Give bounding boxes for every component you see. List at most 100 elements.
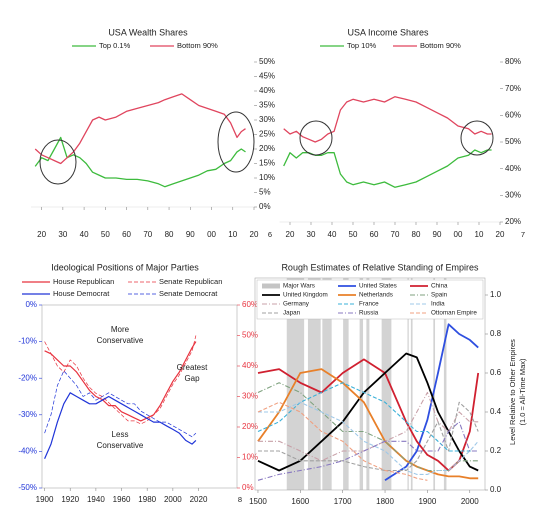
legend-swatch [262, 283, 280, 289]
x-tick-label: 20 [37, 230, 46, 239]
legend-label: China [431, 283, 448, 290]
series-line [384, 323, 479, 482]
x-tick-label: 1920 [61, 495, 79, 504]
war-band [286, 278, 305, 490]
page-number: 7 [521, 230, 525, 239]
legend-label: United Kingdom [283, 292, 328, 299]
y-tick-label: 35% [259, 101, 275, 110]
x-tick-label: 70 [391, 230, 400, 239]
war-band [407, 278, 409, 490]
series-line [44, 341, 197, 422]
legend-label: Bottom 90% [420, 41, 461, 50]
x-tick-label: 90 [433, 230, 442, 239]
legend-label: Russia [359, 310, 379, 317]
chart-title: Rough Estimates of Relative Standing of … [281, 262, 479, 272]
annotation: Gap [184, 374, 200, 383]
y-tick-label: 20% [242, 422, 258, 431]
legend-label: Major Wars [283, 283, 315, 290]
y-tick-label: 0% [259, 202, 271, 211]
y-tick-label: 80% [505, 57, 521, 66]
legend-label: Senate Republican [159, 277, 222, 286]
legend-label: United States [359, 283, 397, 290]
x-tick-label: 2020 [190, 495, 208, 504]
x-tick-label: 40 [328, 230, 337, 239]
x-tick-label: 30 [307, 230, 316, 239]
legend-label: House Democrat [53, 289, 110, 298]
series-line [257, 421, 479, 481]
annotation: Conservative [97, 336, 144, 345]
chart-title: USA Wealth Shares [108, 27, 188, 37]
y-axis-label: (1.0 = All-Time Max) [518, 358, 527, 426]
x-tick-label: 20 [286, 230, 295, 239]
y-tick-label: 10% [259, 173, 275, 182]
x-tick-label: 1900 [36, 495, 54, 504]
y-tick-label: 50% [242, 331, 258, 340]
war-band [433, 278, 436, 490]
legend-label: Netherlands [359, 292, 393, 299]
y-tick-label: 20% [505, 217, 521, 226]
x-tick-label: 1800 [376, 497, 394, 506]
y-tick-label: -20% [18, 373, 37, 382]
plot-frame [254, 277, 486, 491]
war-band [307, 278, 321, 490]
y-tick-label: -10% [18, 337, 37, 346]
legend-box [256, 279, 484, 320]
chart-title: Ideological Positions of Major Parties [51, 262, 199, 272]
y-tick-label: 0.6 [490, 368, 502, 377]
y-tick-label: 0% [242, 483, 254, 492]
y-tick-label: -50% [18, 483, 37, 492]
legend-label: Germany [283, 301, 310, 308]
y-tick-label: -30% [18, 410, 37, 419]
y-tick-label: 0% [25, 300, 37, 309]
series-line [257, 401, 428, 481]
x-tick-label: 50 [101, 230, 110, 239]
y-tick-label: 1.0 [490, 290, 502, 299]
x-tick-label: 1700 [334, 497, 352, 506]
series-line [34, 93, 246, 165]
x-tick-label: 1960 [113, 495, 131, 504]
y-tick-label: 20% [259, 144, 275, 153]
series-line [258, 401, 479, 472]
y-tick-label: 60% [242, 300, 258, 309]
x-tick-label: 70 [143, 230, 152, 239]
x-tick-label: 00 [207, 230, 216, 239]
y-tick-label: 30% [505, 190, 521, 199]
legend-label: Top 10% [347, 41, 377, 50]
war-band [381, 278, 392, 490]
x-tick-label: 00 [454, 230, 463, 239]
x-tick-label: 10 [475, 230, 484, 239]
page-number: 8 [238, 495, 242, 504]
y-tick-label: 30% [242, 392, 258, 401]
y-tick-label: 10% [242, 453, 258, 462]
y-tick-label: 50% [505, 137, 521, 146]
y-tick-label: 50% [259, 57, 275, 66]
y-tick-label: 0.4 [490, 407, 502, 416]
x-tick-label: 50 [349, 230, 358, 239]
highlight-circle [460, 120, 494, 156]
war-band [366, 278, 370, 490]
series-line [44, 392, 197, 459]
series-line [258, 391, 479, 462]
chart-title: USA Income Shares [347, 27, 429, 37]
y-axis-label: Level Relative to Other Empires [508, 339, 517, 445]
y-tick-label: 30% [259, 115, 275, 124]
y-tick-label: 45% [259, 72, 275, 81]
annotation: Conservative [97, 441, 144, 450]
series-line [44, 370, 197, 438]
legend-label: Spain [431, 292, 448, 299]
legend-label: House Republican [53, 277, 114, 286]
x-tick-label: 30 [58, 230, 67, 239]
series-line [257, 382, 479, 452]
series-line [44, 335, 197, 425]
legend-label: Japan [283, 310, 301, 317]
highlight-circle [39, 139, 77, 185]
y-tick-label: 0.0 [490, 485, 502, 494]
x-tick-label: 80 [165, 230, 174, 239]
y-tick-label: 60% [505, 110, 521, 119]
x-tick-label: 1900 [418, 497, 436, 506]
annotation: More [111, 325, 130, 334]
series-line [283, 149, 492, 188]
highlight-circle [217, 111, 255, 173]
